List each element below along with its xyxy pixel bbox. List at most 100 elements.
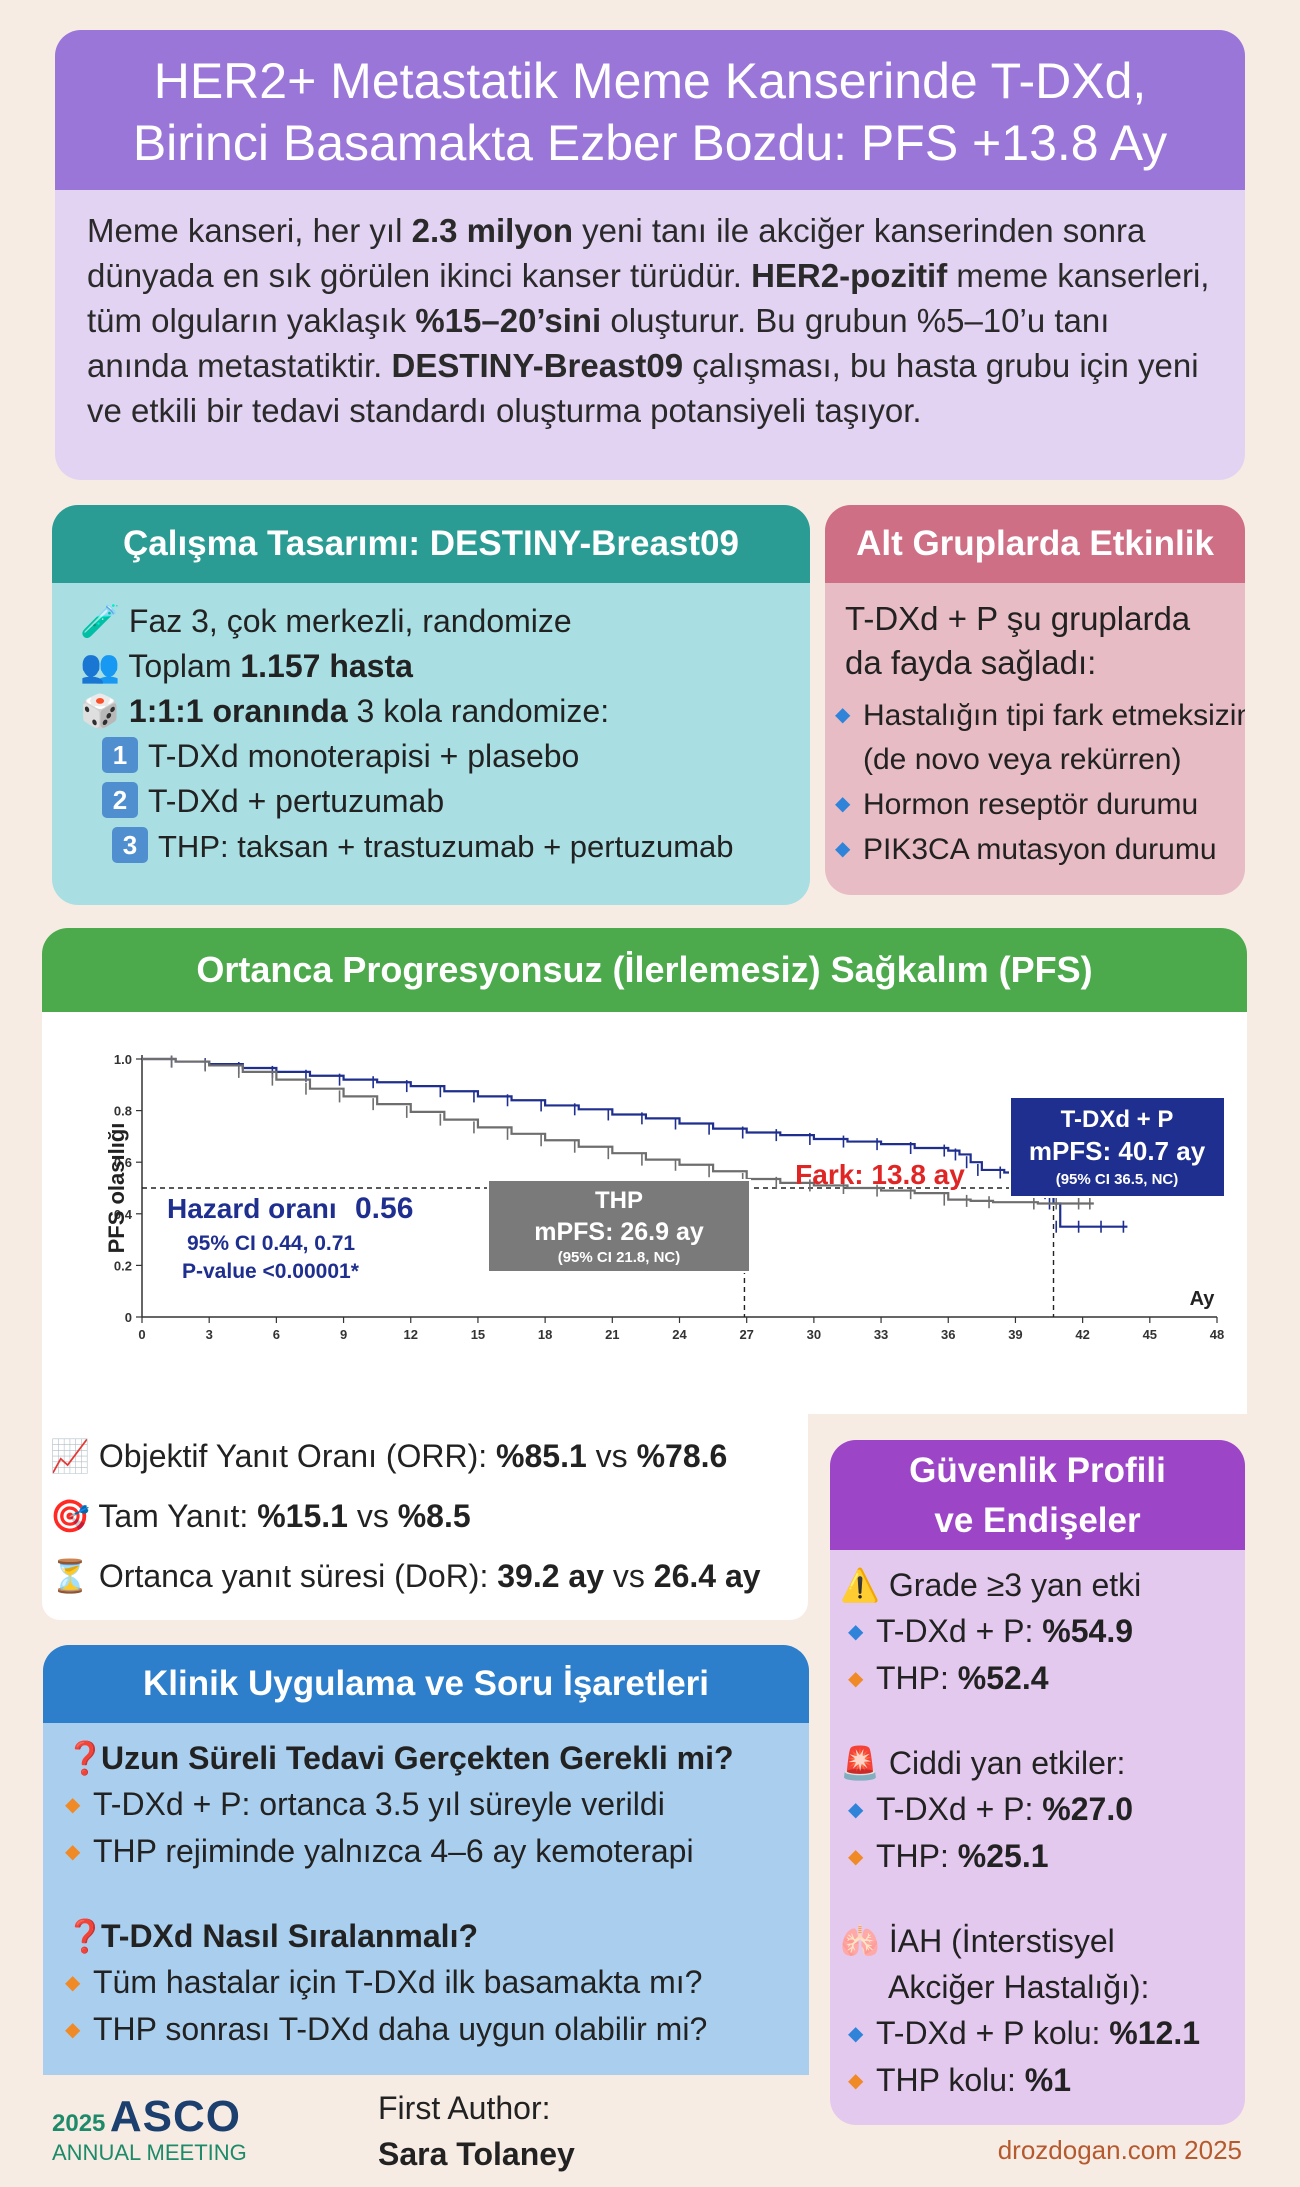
x-tick-label: 18 bbox=[538, 1327, 552, 1342]
asco-name: ASCO bbox=[109, 2092, 241, 2141]
grade3-text: Grade ≥3 yan etki bbox=[888, 1567, 1142, 1603]
diamond-bullet-icon: ◆ bbox=[65, 2019, 81, 2041]
title-card: HER2+ Metastatik Meme Kanserinde T-DXd, … bbox=[55, 30, 1245, 480]
p-value: P-value <0.00001* bbox=[182, 1260, 360, 1283]
safety-header: Güvenlik Profili ve Endişeler bbox=[830, 1440, 1245, 1550]
arm-name: T-DXd + P kolu: bbox=[876, 2015, 1110, 2051]
arm-number-badge: 1 bbox=[102, 737, 138, 773]
clinical-item: ◆ Tüm hastalar için T-DXd ilk basamakta m… bbox=[43, 1959, 809, 2006]
serious-thp: ◆ THP: %25.1 bbox=[830, 1833, 1245, 1880]
arm-number-badge: 2 bbox=[102, 782, 138, 818]
clinical-card: Klinik Uygulama ve Soru İşaretleri ❓Uzun… bbox=[43, 1645, 809, 2075]
grade3-thp: ◆ THP: %52.4 bbox=[830, 1655, 1245, 1702]
x-tick-label: 24 bbox=[672, 1327, 687, 1342]
x-tick-label: 15 bbox=[471, 1327, 485, 1342]
x-tick-label: 3 bbox=[206, 1327, 213, 1342]
diamond-bullet-icon: ◆ bbox=[65, 1972, 81, 1994]
design-arm-1: 1 T-DXd monoterapisi + plasebo bbox=[52, 734, 810, 779]
safety-header-line: Güvenlik Profili bbox=[909, 1451, 1166, 1490]
arm-name: T-DXd + P: bbox=[876, 1613, 1043, 1649]
intro-bold: HER2-pozitif bbox=[751, 257, 948, 294]
test-tube-icon: 🧪 bbox=[80, 603, 120, 639]
orr-label: Objektif Yanıt Oranı (ORR): bbox=[98, 1438, 497, 1474]
subgroup-item: (de novo veya rekürren) bbox=[825, 738, 1245, 782]
rate-value: %52.4 bbox=[957, 1660, 1049, 1696]
tdxd-box-title: T-DXd + P bbox=[1061, 1106, 1174, 1133]
design-ratio: 1:1:1 oranında bbox=[128, 693, 348, 729]
x-tick-label: 36 bbox=[941, 1327, 955, 1342]
diamond-bullet-icon: ◆ bbox=[848, 1668, 864, 1690]
vs-text: vs bbox=[586, 1438, 637, 1474]
x-tick-label: 33 bbox=[874, 1327, 888, 1342]
design-patients-line: 👥 Toplam 1.157 hasta bbox=[52, 644, 810, 689]
design-arm-3: 3 THP: taksan + trastuzumab + pertuzumab bbox=[52, 824, 810, 869]
hourglass-icon: ⏳ bbox=[50, 1558, 90, 1594]
diamond-bullet-icon: ◆ bbox=[65, 1794, 81, 1816]
cr-label: Tam Yanıt: bbox=[98, 1498, 258, 1534]
x-tick-label: 9 bbox=[340, 1327, 347, 1342]
subgroup-item-text: (de novo veya rekürren) bbox=[863, 743, 1182, 776]
design-randomization-line: 🎲 1:1:1 oranında 3 kola randomize: bbox=[52, 689, 810, 734]
arm-label: T-DXd + pertuzumab bbox=[148, 783, 445, 819]
clinical-header: Klinik Uygulama ve Soru İşaretleri bbox=[43, 1645, 809, 1723]
y-tick-label: 0.4 bbox=[114, 1207, 133, 1222]
rate-value: %25.1 bbox=[957, 1838, 1049, 1874]
title-line-2: Birinci Basamakta Ezber Bozdu: PFS +13.8… bbox=[132, 115, 1168, 171]
cr-value-thp: %8.5 bbox=[397, 1498, 471, 1534]
diamond-bullet-icon: ◆ bbox=[835, 838, 851, 860]
diamond-bullet-icon: ◆ bbox=[848, 2023, 864, 2045]
subgroup-intro: T-DXd + P şu gruplarda da fayda sağladı: bbox=[845, 600, 1191, 681]
tdxd-box-value: mPFS: 40.7 ay bbox=[1029, 1136, 1206, 1166]
question-mark-icon: ❓ bbox=[65, 1740, 105, 1776]
clinical-item-text: T-DXd + P: ortanca 3.5 yıl süreyle veril… bbox=[93, 1786, 665, 1822]
question-text: T-DXd Nasıl Sıralanmalı? bbox=[101, 1918, 478, 1954]
orr-line: 📈 Objektif Yanıt Oranı (ORR): %85.1 vs %… bbox=[42, 1426, 808, 1486]
clinical-question-2: ❓T-DXd Nasıl Sıralanmalı? bbox=[43, 1913, 809, 1959]
grade3-tdxd: ◆ T-DXd + P: %54.9 bbox=[830, 1608, 1245, 1655]
dor-line: ⏳ Ortanca yanıt süresi (DoR): 39.2 ay vs… bbox=[42, 1546, 808, 1606]
design-patients-text: Toplam bbox=[128, 648, 241, 684]
clinical-question-1: ❓Uzun Süreli Tedavi Gerçekten Gerekli mi… bbox=[43, 1735, 809, 1781]
study-design-card: Çalışma Tasarımı: DESTINY-Breast09 🧪 Faz… bbox=[52, 505, 810, 905]
x-tick-label: 30 bbox=[807, 1327, 821, 1342]
clinical-item: ◆ T-DXd + P: ortanca 3.5 yıl süreyle veri… bbox=[43, 1781, 809, 1828]
diamond-bullet-icon: ◆ bbox=[848, 1846, 864, 1868]
arm-name: THP: bbox=[876, 1838, 958, 1874]
design-randomization-text: 3 kola randomize: bbox=[347, 693, 610, 729]
lungs-icon: 🫁 bbox=[840, 1923, 880, 1959]
ild-label: 🫁 İAH (İnterstisyel bbox=[830, 1918, 1245, 1964]
x-tick-label: 42 bbox=[1075, 1327, 1089, 1342]
cr-value: %15.1 bbox=[257, 1498, 348, 1534]
question-mark-icon: ❓ bbox=[65, 1918, 105, 1954]
x-axis-label: Ay bbox=[1190, 1288, 1216, 1310]
y-tick-label: 0 bbox=[125, 1310, 132, 1325]
x-tick-label: 39 bbox=[1008, 1327, 1022, 1342]
safety-card: Güvenlik Profili ve Endişeler ⚠️ Grade ≥… bbox=[830, 1440, 1245, 2125]
arm-number-badge: 3 bbox=[112, 827, 148, 863]
pfs-km-chart: 00.20.40.60.81.00 3 6 9 12 15 18 21 24 27 30 33 36 39… bbox=[104, 1052, 1226, 1342]
clinical-item: ◆ THP sonrası T-DXd daha uygun olabilir m… bbox=[43, 2006, 809, 2053]
y-axis-label: PFS olasılığı bbox=[104, 1123, 129, 1254]
intro-bold: %15–20’sini bbox=[415, 302, 602, 339]
pfs-chart-card: Ortanca Progresyonsuz (İlerlemesiz) Sağk… bbox=[42, 928, 1247, 1414]
dice-icon: 🎲 bbox=[80, 693, 120, 729]
clinical-item-text: Tüm hastalar için T-DXd ilk basamakta mı… bbox=[93, 1964, 703, 2000]
tdxd-box bbox=[1009, 1096, 1226, 1198]
subgroup-item-text: PIK3CA mutasyon durumu bbox=[863, 833, 1217, 866]
siren-icon: 🚨 bbox=[840, 1745, 880, 1781]
diamond-bullet-icon: ◆ bbox=[835, 793, 851, 815]
y-tick-label: 0.8 bbox=[114, 1104, 132, 1119]
ild-tdxd: ◆ T-DXd + P kolu: %12.1 bbox=[830, 2010, 1245, 2057]
arm-name: T-DXd + P: bbox=[876, 1791, 1043, 1827]
hazard-ratio-value: 0.56 bbox=[355, 1192, 413, 1225]
target-icon: 🎯 bbox=[50, 1498, 90, 1534]
asco-logo: 2025 ASCO ANNUAL MEETING bbox=[52, 2092, 247, 2164]
dor-value-thp: 26.4 ay bbox=[653, 1558, 761, 1594]
site-credit: drozdogan.com 2025 bbox=[997, 2135, 1242, 2165]
x-tick-label: 6 bbox=[273, 1327, 280, 1342]
intro-text: meme kanserleri, tüm olguların yaklaşık bbox=[87, 257, 1210, 339]
thp-box bbox=[487, 1179, 751, 1273]
author-label: First Author: bbox=[378, 2090, 551, 2126]
clinical-item-text: THP sonrası T-DXd daha uygun olabilir mi… bbox=[93, 2011, 708, 2047]
outcomes-box: 📈 Objektif Yanıt Oranı (ORR): %85.1 vs %… bbox=[42, 1414, 808, 1620]
